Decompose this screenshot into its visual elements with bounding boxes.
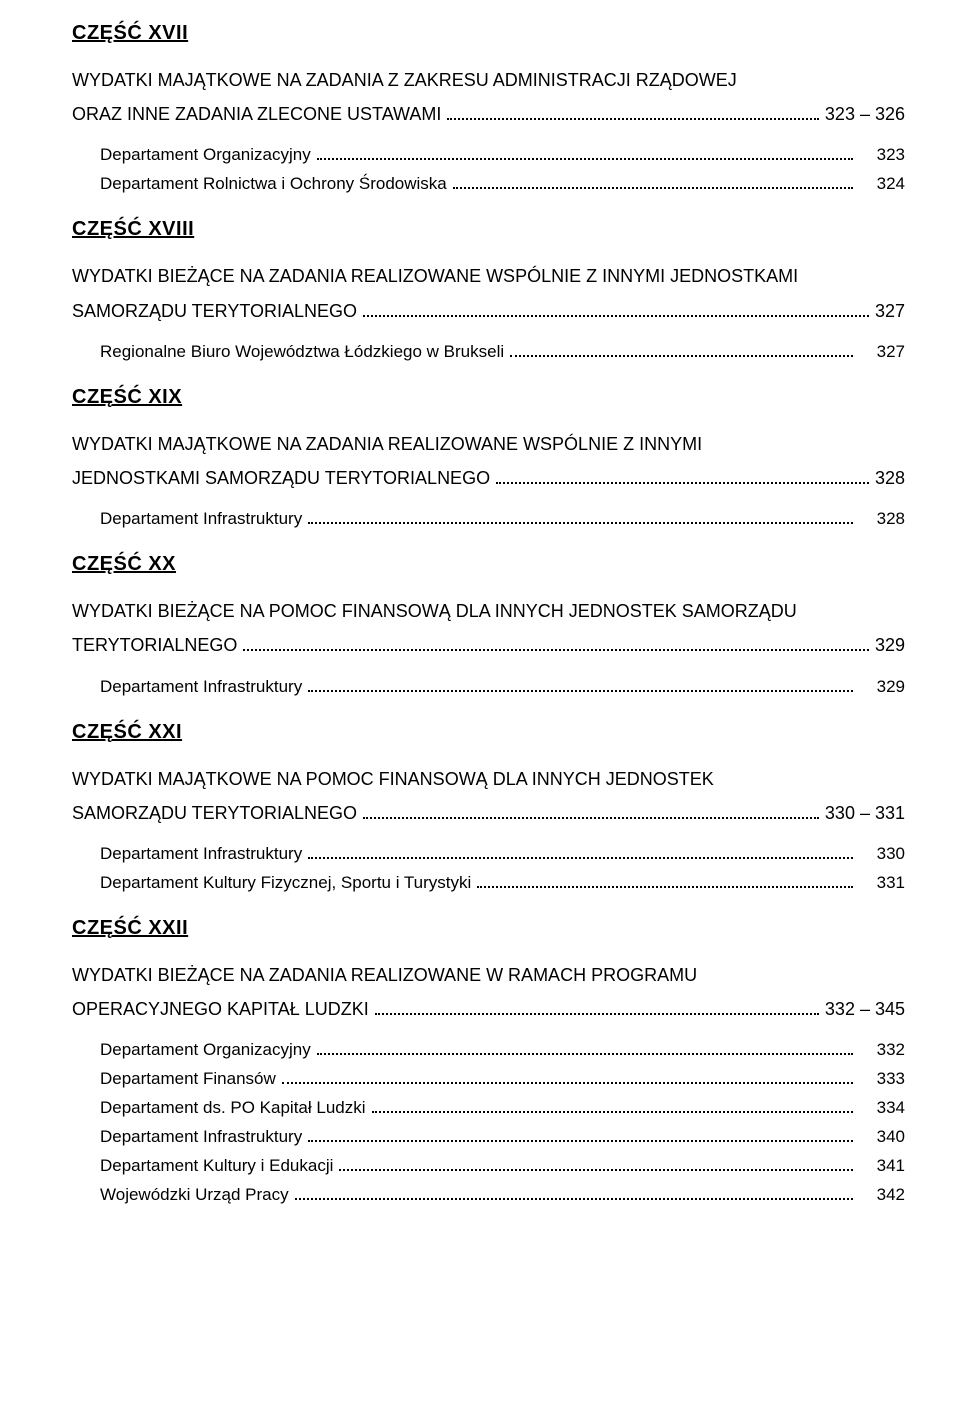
leader-dots (243, 637, 869, 652)
section-title-lastline: ORAZ INNE ZADANIA ZLECONE USTAWAMI 323 –… (72, 97, 905, 131)
leader-dots (477, 876, 853, 888)
toc-entry-label: Departament Kultury i Edukacji (100, 1156, 333, 1176)
toc-entry: Departament Infrastruktury 329 (100, 677, 905, 697)
leader-dots (447, 106, 819, 121)
section-title-text: ORAZ INNE ZADANIA ZLECONE USTAWAMI (72, 97, 441, 131)
toc-entry-page: 323 (859, 145, 905, 165)
leader-dots (339, 1159, 853, 1171)
section-title-lastline: TERYTORIALNEGO 329 (72, 628, 905, 662)
toc-entry: Departament Rolnictwa i Ochrony Środowis… (100, 174, 905, 194)
toc-entry-label: Wojewódzki Urząd Pracy (100, 1185, 289, 1205)
toc-entry-page: 329 (859, 677, 905, 697)
leader-dots (363, 302, 869, 317)
section-title-line: WYDATKI BIEŻĄCE NA ZADANIA REALIZOWANE W… (72, 958, 905, 992)
leader-dots (295, 1188, 853, 1200)
section-title-lastline: JEDNOSTKAMI SAMORZĄDU TERYTORIALNEGO 328 (72, 461, 905, 495)
section-title: WYDATKI MAJĄTKOWE NA POMOC FINANSOWĄ DLA… (72, 762, 905, 830)
part-heading: CZĘŚĆ XXI (72, 721, 905, 744)
leader-dots (308, 512, 853, 524)
toc-entry-label: Departament Organizacyjny (100, 145, 311, 165)
leader-dots (496, 469, 869, 484)
leader-dots (317, 1043, 853, 1055)
section-title-lastline: SAMORZĄDU TERYTORIALNEGO 327 (72, 294, 905, 328)
leader-dots (308, 847, 853, 859)
toc-entry: Departament Infrastruktury 330 (100, 844, 905, 864)
section-title: WYDATKI BIEŻĄCE NA ZADANIA REALIZOWANE W… (72, 259, 905, 327)
section-title-line: WYDATKI MAJĄTKOWE NA POMOC FINANSOWĄ DLA… (72, 762, 905, 796)
section-title-text: TERYTORIALNEGO (72, 628, 237, 662)
section-page-range: 329 (875, 628, 905, 662)
toc-entry-page: 342 (859, 1185, 905, 1205)
toc-entry: Departament ds. PO Kapitał Ludzki 334 (100, 1098, 905, 1118)
section-title: WYDATKI MAJĄTKOWE NA ZADANIA REALIZOWANE… (72, 427, 905, 495)
leader-dots (308, 1130, 853, 1142)
toc-entry: Departament Finansów 333 (100, 1069, 905, 1089)
part-heading: CZĘŚĆ XVII (72, 22, 905, 45)
leader-dots (317, 148, 853, 160)
toc-entry-page: 333 (859, 1069, 905, 1089)
leader-dots (372, 1101, 853, 1113)
part-heading: CZĘŚĆ XX (72, 553, 905, 576)
toc-entry-label: Departament ds. PO Kapitał Ludzki (100, 1098, 366, 1118)
toc-entry-page: 327 (859, 342, 905, 362)
toc-entry: Departament Infrastruktury 340 (100, 1127, 905, 1147)
section-page-range: 323 – 326 (825, 97, 905, 131)
toc-entry-page: 341 (859, 1156, 905, 1176)
leader-dots (453, 177, 853, 189)
section-title: WYDATKI BIEŻĄCE NA POMOC FINANSOWĄ DLA I… (72, 594, 905, 662)
toc-entry: Departament Kultury i Edukacji 341 (100, 1156, 905, 1176)
part-heading: CZĘŚĆ XVIII (72, 218, 905, 241)
leader-dots (375, 1000, 819, 1015)
toc-entry-label: Departament Finansów (100, 1069, 276, 1089)
section-title-text: OPERACYJNEGO KAPITAŁ LUDZKI (72, 992, 369, 1026)
section-title-line: WYDATKI MAJĄTKOWE NA ZADANIA REALIZOWANE… (72, 427, 905, 461)
part-heading: CZĘŚĆ XXII (72, 917, 905, 940)
section-page-range: 327 (875, 294, 905, 328)
toc-entry: Departament Kultury Fizycznej, Sportu i … (100, 873, 905, 893)
section-title-line: WYDATKI BIEŻĄCE NA ZADANIA REALIZOWANE W… (72, 259, 905, 293)
toc-entry-page: 340 (859, 1127, 905, 1147)
toc-entry-page: 331 (859, 873, 905, 893)
section-title-line: WYDATKI MAJĄTKOWE NA ZADANIA Z ZAKRESU A… (72, 63, 905, 97)
section-title-lastline: OPERACYJNEGO KAPITAŁ LUDZKI 332 – 345 (72, 992, 905, 1026)
document-root: CZĘŚĆ XVII WYDATKI MAJĄTKOWE NA ZADANIA Z… (72, 22, 905, 1205)
toc-entry-page: 328 (859, 509, 905, 529)
section-title-text: SAMORZĄDU TERYTORIALNEGO (72, 796, 357, 830)
toc-entry-label: Departament Rolnictwa i Ochrony Środowis… (100, 174, 447, 194)
section-title: WYDATKI BIEŻĄCE NA ZADANIA REALIZOWANE W… (72, 958, 905, 1026)
section-page-range: 332 – 345 (825, 992, 905, 1026)
toc-entry: Wojewódzki Urząd Pracy 342 (100, 1185, 905, 1205)
toc-entry-page: 324 (859, 174, 905, 194)
section-page-range: 330 – 331 (825, 796, 905, 830)
toc-entry: Departament Infrastruktury 328 (100, 509, 905, 529)
toc-entry-label: Regionalne Biuro Województwa Łódzkiego w… (100, 342, 504, 362)
section-page-range: 328 (875, 461, 905, 495)
leader-dots (282, 1072, 853, 1084)
toc-entry-page: 334 (859, 1098, 905, 1118)
toc-entry-page: 330 (859, 844, 905, 864)
leader-dots (510, 345, 853, 357)
leader-dots (308, 679, 853, 691)
toc-entry: Regionalne Biuro Województwa Łódzkiego w… (100, 342, 905, 362)
toc-entry-label: Departament Organizacyjny (100, 1040, 311, 1060)
section-title-text: SAMORZĄDU TERYTORIALNEGO (72, 294, 357, 328)
toc-entry-page: 332 (859, 1040, 905, 1060)
part-heading: CZĘŚĆ XIX (72, 386, 905, 409)
toc-entry: Departament Organizacyjny 332 (100, 1040, 905, 1060)
toc-entry-label: Departament Infrastruktury (100, 677, 302, 697)
toc-entry: Departament Organizacyjny 323 (100, 145, 905, 165)
section-title-text: JEDNOSTKAMI SAMORZĄDU TERYTORIALNEGO (72, 461, 490, 495)
section-title-lastline: SAMORZĄDU TERYTORIALNEGO 330 – 331 (72, 796, 905, 830)
section-title-line: WYDATKI BIEŻĄCE NA POMOC FINANSOWĄ DLA I… (72, 594, 905, 628)
section-title: WYDATKI MAJĄTKOWE NA ZADANIA Z ZAKRESU A… (72, 63, 905, 131)
toc-entry-label: Departament Kultury Fizycznej, Sportu i … (100, 873, 471, 893)
toc-entry-label: Departament Infrastruktury (100, 1127, 302, 1147)
toc-entry-label: Departament Infrastruktury (100, 844, 302, 864)
toc-entry-label: Departament Infrastruktury (100, 509, 302, 529)
leader-dots (363, 804, 819, 819)
